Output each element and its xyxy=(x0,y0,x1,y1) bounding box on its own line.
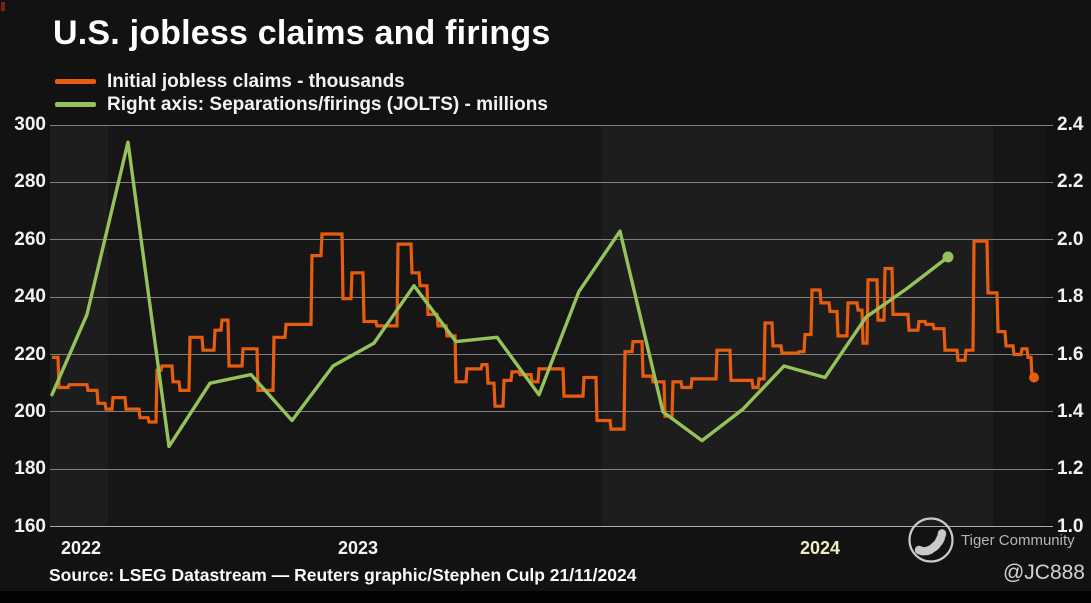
right-axis-tick-label: 1.2 xyxy=(1057,458,1084,480)
legend: Initial jobless claims - thousands Right… xyxy=(55,70,548,116)
year-band xyxy=(602,125,993,527)
watermark-community-label: Tiger Community xyxy=(961,532,1075,549)
legend-swatch-claims-icon xyxy=(55,79,96,84)
right-axis-tick-label: 1.6 xyxy=(1057,343,1084,365)
watermark-user-handle: @JC888 xyxy=(1002,561,1085,584)
source-note: Source: LSEG Datastream — Reuters graphi… xyxy=(49,565,637,585)
right-axis-tick-label: 1.0 xyxy=(1057,515,1084,537)
left-axis-tick-label: 300 xyxy=(14,114,46,135)
legend-label-claims: Initial jobless claims - thousands xyxy=(107,70,405,92)
gridline xyxy=(50,296,1053,298)
year-band xyxy=(993,125,1045,527)
right-axis-tick-label: 1.8 xyxy=(1057,286,1084,308)
legend-swatch-jolts-icon xyxy=(55,102,96,107)
year-band xyxy=(50,125,108,527)
left-axis-tick-label: 160 xyxy=(14,515,46,537)
x-axis-year-label: 2023 xyxy=(337,538,379,558)
right-axis-tick-label: 2.2 xyxy=(1057,171,1084,193)
left-axis-tick-label: 200 xyxy=(14,400,46,422)
left-axis-tick-label: 260 xyxy=(14,228,46,250)
left-axis-tick-label: 180 xyxy=(14,458,46,480)
gridline xyxy=(50,181,1053,183)
gridline xyxy=(50,124,1053,126)
bottom-strip xyxy=(0,591,1091,603)
gridline xyxy=(50,354,1053,356)
left-axis-tick-label: 220 xyxy=(14,343,46,365)
page-title: U.S. jobless claims and firings xyxy=(53,14,551,52)
gridline xyxy=(50,239,1053,241)
right-axis-tick-label: 2.0 xyxy=(1057,228,1084,250)
right-axis-tick-label: 1.4 xyxy=(1057,400,1084,422)
left-axis-tick-label: 280 xyxy=(14,171,46,193)
gridline xyxy=(50,411,1053,413)
x-axis-year-label: 2022 xyxy=(60,538,102,558)
gridline xyxy=(50,526,1053,528)
legend-row-claims: Initial jobless claims - thousands xyxy=(55,70,548,93)
left-axis-tick-label: 240 xyxy=(14,286,46,308)
corner-artifact-mark xyxy=(1,2,5,11)
tiger-community-logo-icon xyxy=(908,517,954,563)
legend-row-jolts: Right axis: Separations/firings (JOLTS) … xyxy=(55,93,548,116)
x-axis-year-label: 2024 xyxy=(799,538,841,558)
right-axis-tick-label: 2.4 xyxy=(1057,114,1084,135)
legend-label-jolts: Right axis: Separations/firings (JOLTS) … xyxy=(107,93,548,115)
year-band xyxy=(108,125,602,527)
gridline xyxy=(50,468,1053,470)
